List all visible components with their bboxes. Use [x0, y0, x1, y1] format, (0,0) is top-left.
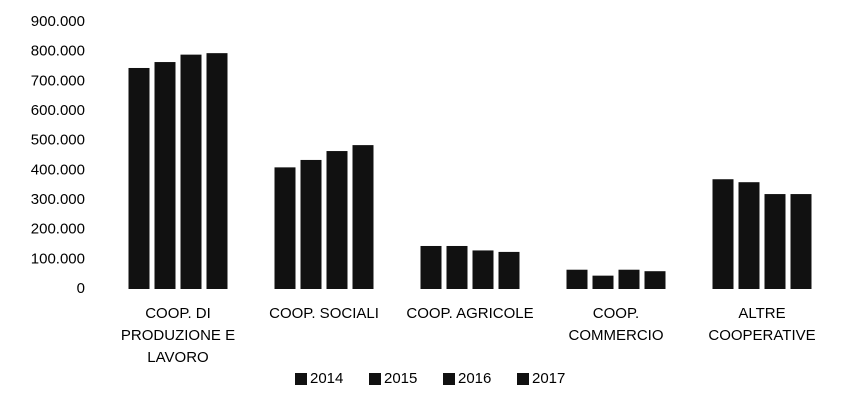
x-tick-label: COOP. DI PRODUZIONE E LAVORO [120, 305, 236, 366]
bar [566, 269, 588, 289]
y-tick-label: 700.000 [31, 72, 85, 89]
legend-swatch [517, 373, 529, 385]
bar [498, 251, 520, 289]
y-tick-label: 900.000 [31, 13, 85, 30]
bar [274, 167, 296, 289]
bar [712, 179, 734, 289]
bar [300, 159, 322, 289]
bar [180, 54, 202, 290]
bar [764, 194, 786, 289]
bar [420, 245, 442, 289]
y-tick-label: 100.000 [31, 250, 85, 267]
y-tick-label: 800.000 [31, 43, 85, 60]
bar [790, 194, 812, 289]
bar [352, 145, 374, 289]
y-tick-label: 600.000 [31, 102, 85, 119]
legend-label: 2017 [532, 370, 565, 387]
legend-swatch [369, 373, 381, 385]
bar [738, 182, 760, 289]
bar [154, 62, 176, 289]
bar [326, 151, 348, 289]
bar [128, 67, 150, 289]
x-tick-label: COOP. COMMERCIO [568, 305, 664, 344]
y-tick-label: 400.000 [31, 161, 85, 178]
x-tick-label: COOP. AGRICOLE [406, 305, 534, 322]
y-tick-label: 500.000 [31, 132, 85, 149]
bar [592, 275, 614, 289]
bar [644, 271, 666, 289]
bar [206, 53, 228, 290]
y-tick-label: 300.000 [31, 191, 85, 208]
y-tick-label: 200.000 [31, 221, 85, 238]
legend-swatch [295, 373, 307, 385]
x-tick-label: ALTRE COOPERATIVE [708, 305, 816, 344]
x-tick-label: COOP. SOCIALI [269, 305, 379, 322]
legend-swatch [443, 373, 455, 385]
legend-label: 2016 [458, 370, 491, 387]
y-tick-label: 0 [77, 280, 85, 297]
legend-label: 2014 [310, 370, 343, 387]
bar [472, 250, 494, 289]
bar [618, 269, 640, 289]
bar [446, 245, 468, 289]
legend-label: 2015 [384, 370, 417, 387]
